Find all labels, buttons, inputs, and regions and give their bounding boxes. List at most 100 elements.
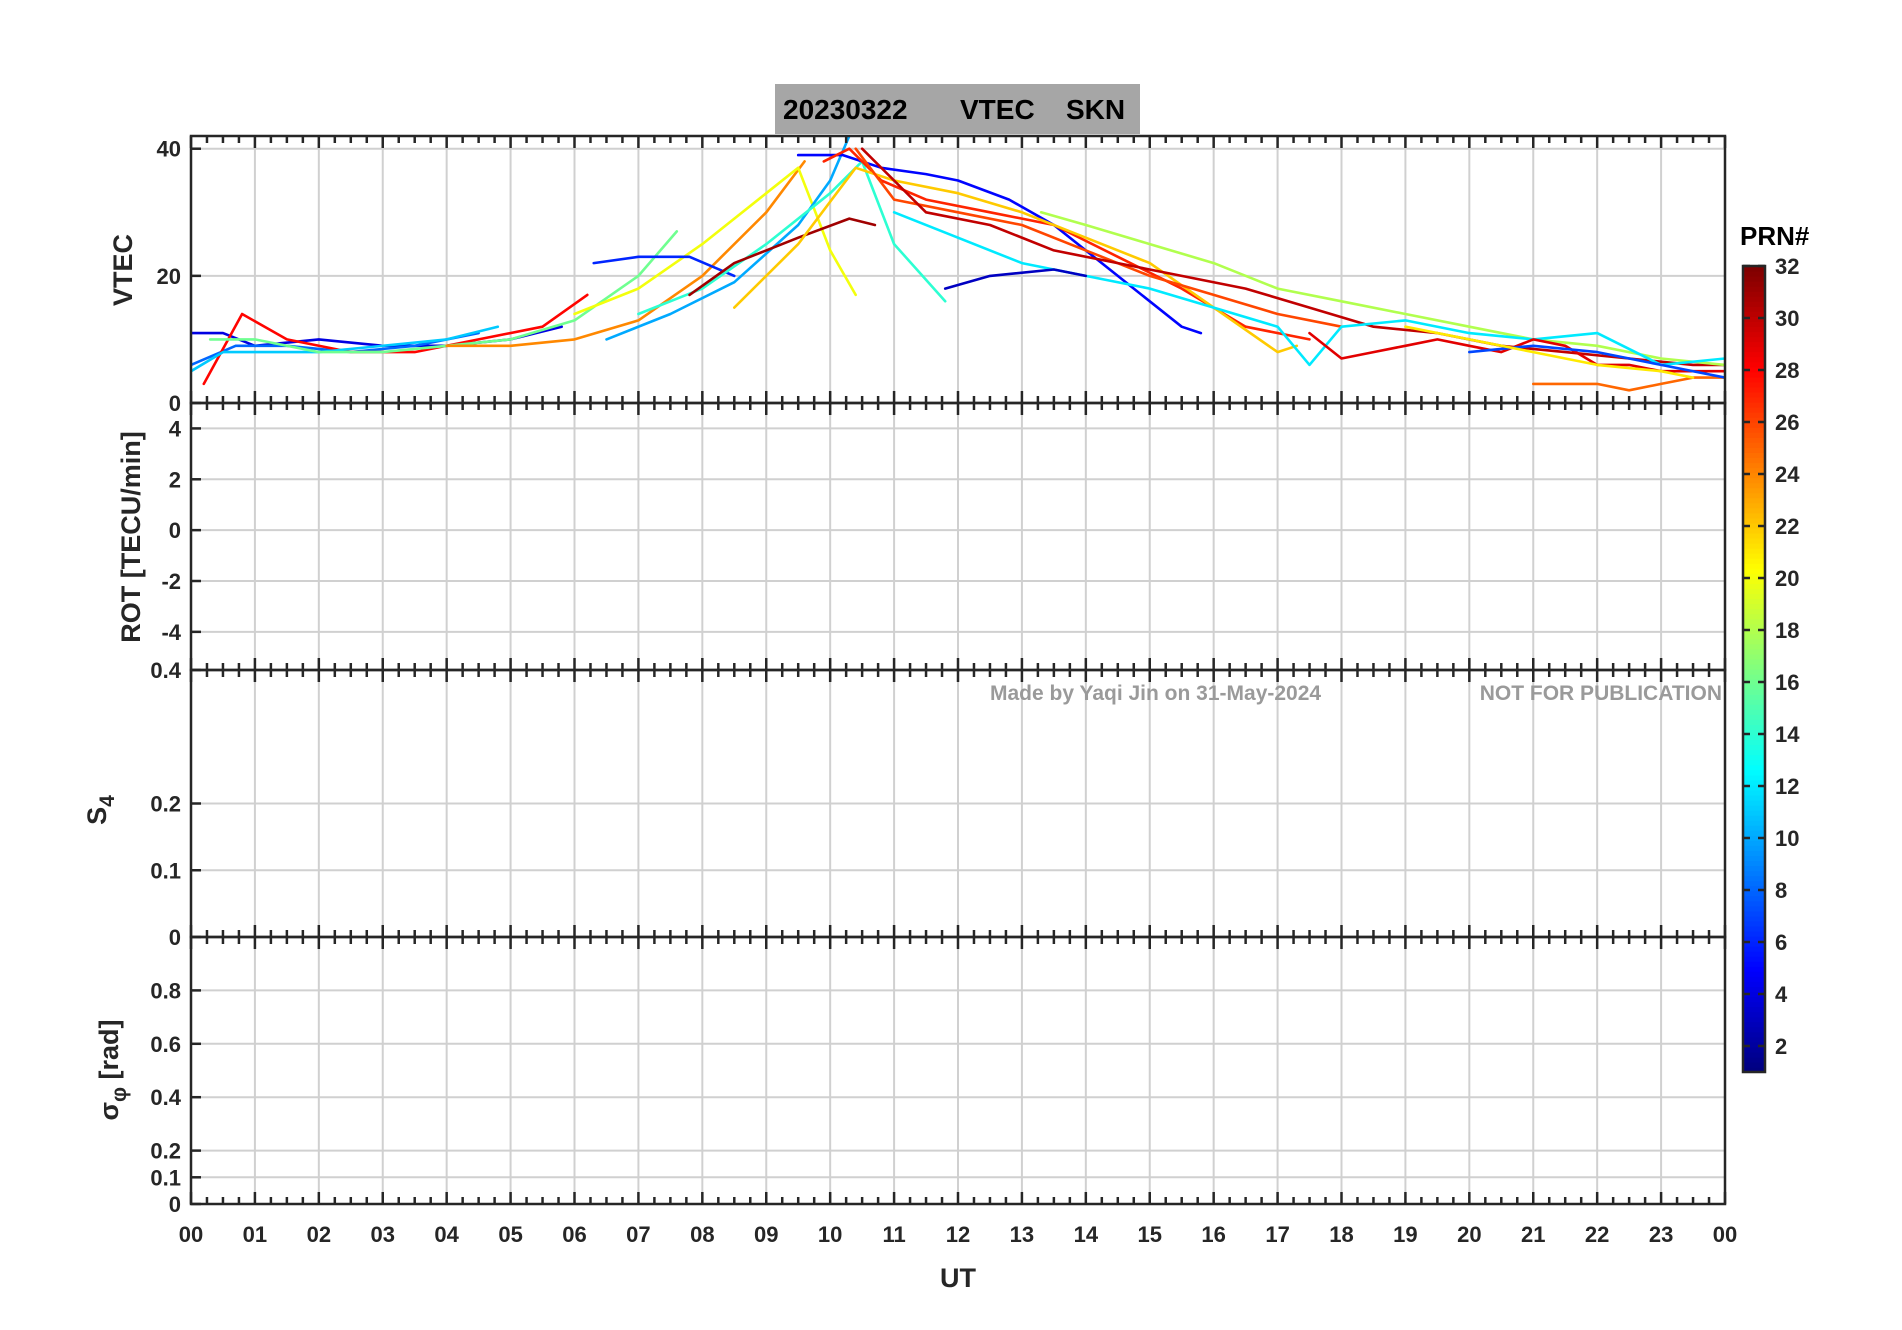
colorbar-stripe-127 bbox=[1743, 427, 1765, 433]
colorbar-stripe-69 bbox=[1743, 719, 1765, 726]
colorbar-stripe-76 bbox=[1743, 684, 1765, 690]
series-layer bbox=[191, 136, 1725, 392]
colorbar-stripe-140 bbox=[1743, 361, 1765, 368]
ytick-sigphi-2: 0.2 bbox=[150, 1139, 181, 1164]
colorbar-stripe-123 bbox=[1743, 447, 1765, 453]
colorbar-stripe-94 bbox=[1743, 593, 1765, 600]
colorbar-tick-1: 4 bbox=[1775, 982, 1788, 1007]
colorbar-stripe-70 bbox=[1743, 714, 1765, 720]
colorbar-stripe-37 bbox=[1743, 880, 1765, 887]
colorbar-stripe-104 bbox=[1743, 543, 1765, 549]
colorbar-stripe-34 bbox=[1743, 895, 1765, 902]
vtec-series-prn-3 bbox=[943, 268, 1088, 290]
colorbar-tick-9: 20 bbox=[1775, 566, 1799, 591]
xtick-5: 05 bbox=[498, 1222, 522, 1247]
colorbar-stripe-95 bbox=[1743, 588, 1765, 595]
xtick-23: 23 bbox=[1649, 1222, 1673, 1247]
colorbar-stripe-102 bbox=[1743, 553, 1765, 559]
colorbar-tick-5: 12 bbox=[1775, 774, 1799, 799]
colorbar-stripe-62 bbox=[1743, 754, 1765, 761]
colorbar-stripe-157 bbox=[1743, 276, 1765, 282]
colorbar-stripe-84 bbox=[1743, 643, 1765, 650]
colorbar-stripe-115 bbox=[1743, 487, 1765, 494]
colorbar-stripe-55 bbox=[1743, 789, 1765, 796]
colorbar-stripe-54 bbox=[1743, 794, 1765, 801]
colorbar-stripe-159 bbox=[1743, 266, 1765, 272]
colorbar-stripe-9 bbox=[1743, 1021, 1765, 1028]
colorbar-stripe-146 bbox=[1743, 331, 1765, 338]
colorbar-stripe-118 bbox=[1743, 472, 1765, 479]
title-date: 20230322 bbox=[783, 94, 908, 125]
vtec-series-prn-18 bbox=[1039, 211, 1725, 367]
ytick-s4-0: 0 bbox=[169, 925, 181, 950]
vtec-series-prn-14 bbox=[637, 160, 947, 316]
colorbar-stripe-2 bbox=[1743, 1056, 1765, 1063]
colorbar-stripe-80 bbox=[1743, 663, 1765, 670]
colorbar-stripe-148 bbox=[1743, 321, 1765, 328]
colorbar-stripe-33 bbox=[1743, 900, 1765, 907]
xtick-4: 04 bbox=[434, 1222, 459, 1247]
x-tick-labels: 00 01 02 03 04 05 06 07 08 09 10 11 12 13 14 15 16 17 18 19… bbox=[179, 1222, 1737, 1247]
colorbar-stripe-52 bbox=[1743, 805, 1765, 811]
colorbar-tick-12: 26 bbox=[1775, 410, 1799, 435]
colorbar-stripe-135 bbox=[1743, 386, 1765, 393]
colorbar-tick-0: 2 bbox=[1775, 1034, 1787, 1059]
xtick-22: 22 bbox=[1585, 1222, 1609, 1247]
sigphi-ylabel-sub: φ bbox=[108, 1087, 131, 1102]
axes-frames bbox=[189, 134, 1727, 1206]
colorbar-stripe-49 bbox=[1743, 820, 1765, 826]
colorbar-stripe-64 bbox=[1743, 744, 1765, 751]
colorbar-stripe-150 bbox=[1743, 311, 1765, 317]
colorbar-tick-14: 30 bbox=[1775, 306, 1799, 331]
vtec-series-prn-5 bbox=[796, 153, 1203, 335]
colorbar-stripe-30 bbox=[1743, 915, 1765, 922]
colorbar-stripe-35 bbox=[1743, 890, 1765, 897]
s4-ylabel-main: S bbox=[82, 807, 112, 825]
colorbar-stripe-46 bbox=[1743, 835, 1765, 841]
xtick-15: 15 bbox=[1138, 1222, 1162, 1247]
colorbar-stripe-15 bbox=[1743, 991, 1765, 998]
colorbar-stripe-134 bbox=[1743, 391, 1765, 398]
colorbar-stripe-107 bbox=[1743, 527, 1765, 534]
vtec-series-prn-25 bbox=[1532, 376, 1725, 392]
colorbar-stripe-53 bbox=[1743, 799, 1765, 806]
colorbar-tick-4: 10 bbox=[1775, 826, 1799, 851]
xtick-2: 02 bbox=[307, 1222, 331, 1247]
ytick-sigphi-3: 0.4 bbox=[150, 1085, 181, 1110]
colorbar-stripe-41 bbox=[1743, 860, 1765, 867]
colorbar-stripe-40 bbox=[1743, 865, 1765, 872]
colorbar-stripe-82 bbox=[1743, 653, 1765, 660]
colorbar-stripe-32 bbox=[1743, 905, 1765, 912]
s4-ylabel-sub: 4 bbox=[96, 795, 119, 807]
colorbar-stripe-128 bbox=[1743, 422, 1765, 428]
colorbar-stripe-124 bbox=[1743, 442, 1765, 448]
colorbar-stripe-58 bbox=[1743, 774, 1765, 781]
colorbar-stripe-147 bbox=[1743, 326, 1765, 333]
colorbar-title: PRN# bbox=[1740, 221, 1810, 251]
xtick-20: 20 bbox=[1457, 1222, 1481, 1247]
colorbar-stripe-105 bbox=[1743, 538, 1765, 544]
colorbar-stripe-114 bbox=[1743, 492, 1765, 499]
xtick-11: 11 bbox=[882, 1222, 905, 1247]
colorbar-tick-10: 22 bbox=[1775, 514, 1799, 539]
colorbar-stripe-56 bbox=[1743, 784, 1765, 791]
colorbar-stripe-72 bbox=[1743, 704, 1765, 710]
colorbar-stripe-144 bbox=[1743, 341, 1765, 348]
ytick-s4-1: 0.1 bbox=[150, 858, 181, 883]
colorbar-stripe-59 bbox=[1743, 769, 1765, 776]
ytick-vtec-1: 20 bbox=[157, 264, 181, 289]
colorbar-stripe-19 bbox=[1743, 971, 1765, 977]
colorbar-stripe-149 bbox=[1743, 316, 1765, 323]
colorbar-stripe-25 bbox=[1743, 941, 1765, 947]
colorbar-stripe-43 bbox=[1743, 850, 1765, 856]
colorbar-stripe-131 bbox=[1743, 407, 1765, 413]
watermark-made-by: Made by Yaqi Jin on 31-May-2024 bbox=[990, 682, 1321, 705]
colorbar-stripe-120 bbox=[1743, 462, 1765, 469]
colorbar-stripe-4 bbox=[1743, 1046, 1765, 1053]
vtec-series-prn-16 bbox=[208, 230, 679, 354]
colorbar-tick-3: 8 bbox=[1775, 878, 1787, 903]
colorbar-stripe-86 bbox=[1743, 633, 1765, 640]
colorbar-stripe-92 bbox=[1743, 603, 1765, 610]
